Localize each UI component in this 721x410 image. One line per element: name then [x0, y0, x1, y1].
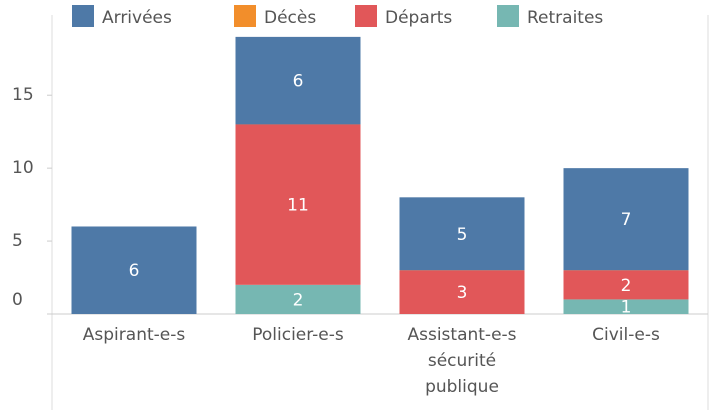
value-label: 5	[457, 225, 468, 245]
legend-swatch	[234, 5, 256, 27]
value-label: 1	[621, 298, 632, 318]
legend-swatch	[355, 5, 377, 27]
value-label: 7	[621, 210, 632, 230]
legend-label: Départs	[385, 8, 452, 28]
value-label: 3	[457, 283, 468, 303]
x-tick-label: Policier-e-s	[252, 325, 344, 345]
y-tick-label: 10	[12, 158, 34, 178]
value-label: 11	[287, 196, 309, 216]
value-label: 6	[293, 72, 304, 92]
bar-segment	[235, 124, 361, 285]
x-tick-label: Civil-e-s	[592, 325, 660, 345]
bar-segment	[71, 226, 197, 314]
value-label: 6	[129, 261, 140, 281]
bar-segment	[399, 197, 525, 271]
bar-segment	[235, 284, 361, 314]
value-label: 2	[621, 276, 632, 296]
x-tick-label: Aspirant-e-s	[82, 325, 186, 345]
y-tick-label: 5	[12, 231, 23, 251]
y-tick-label: 0	[12, 290, 23, 310]
legend-label: Retraites	[527, 8, 603, 28]
y-tick-label: 15	[12, 85, 34, 105]
legend-label: Arrivées	[102, 8, 172, 28]
value-label: 2	[293, 290, 304, 310]
bar-segment	[563, 270, 689, 300]
legend-label: Décès	[264, 8, 316, 28]
bar-segment	[235, 36, 361, 125]
legend-swatch	[72, 5, 94, 27]
bar-segment	[563, 168, 689, 271]
legend-swatch	[497, 5, 519, 27]
bar-segment	[399, 270, 525, 314]
bar-segment	[563, 299, 689, 314]
x-tick-label: Assistant-e-s sécurité publique	[407, 325, 517, 397]
